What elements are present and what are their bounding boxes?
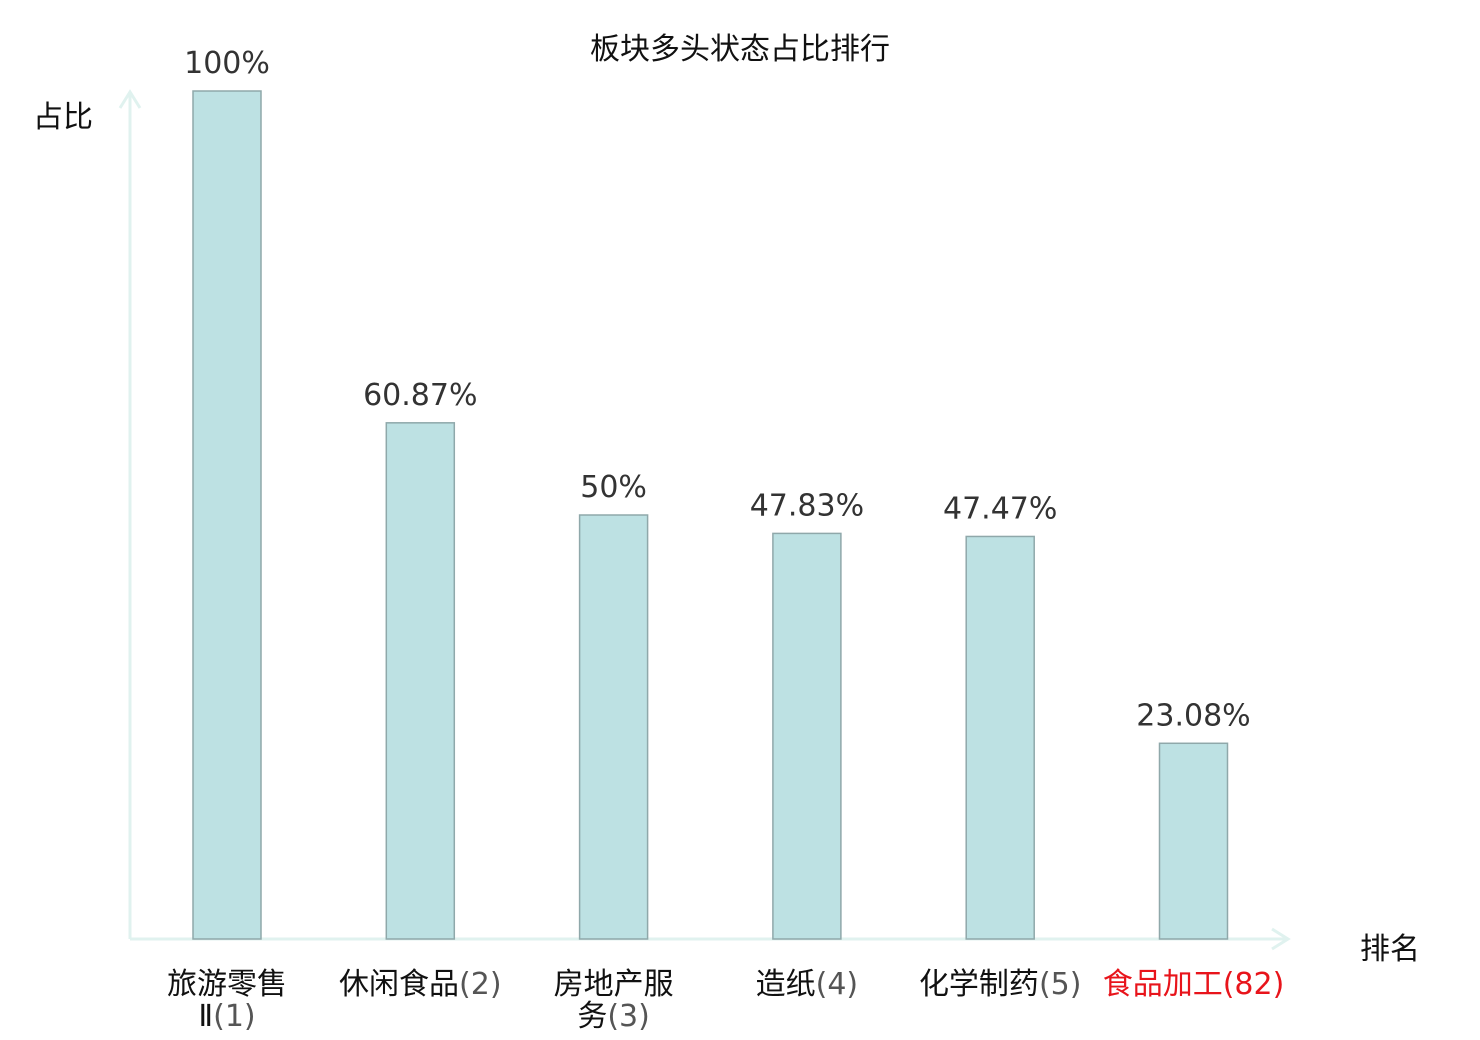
- data-label: 100%: [184, 46, 270, 81]
- bar: [772, 532, 842, 940]
- tick-label: 休闲食品(2): [339, 967, 502, 1002]
- data-label: 47.47%: [943, 491, 1057, 526]
- data-label: 60.87%: [363, 378, 477, 413]
- y-axis-label: 占比: [33, 100, 93, 135]
- bar: [385, 422, 456, 940]
- chart-title: 板块多头状态占比排行: [590, 32, 890, 67]
- data-label: 23.08%: [1136, 698, 1250, 733]
- bar: [192, 90, 262, 940]
- tick-label: 食品加工(82): [1103, 967, 1285, 1002]
- x-axis-arrow: [1271, 927, 1291, 951]
- tick-label: Ⅱ(1): [198, 999, 255, 1034]
- tick-label: 旅游零售: [167, 967, 287, 1002]
- data-label: 50%: [580, 470, 647, 505]
- x-axis-label: 排名: [1360, 932, 1420, 967]
- tick-label: 造纸(4): [756, 967, 859, 1002]
- data-label: 47.83%: [750, 488, 864, 523]
- tick-label: 房地产服: [554, 967, 674, 1002]
- bar: [578, 514, 649, 940]
- tick-label: 务(3): [577, 999, 650, 1034]
- y-axis-arrow: [118, 89, 142, 109]
- tick-label: 化学制药(5): [919, 967, 1081, 1002]
- bar: [1158, 742, 1229, 940]
- bar: [965, 535, 1035, 940]
